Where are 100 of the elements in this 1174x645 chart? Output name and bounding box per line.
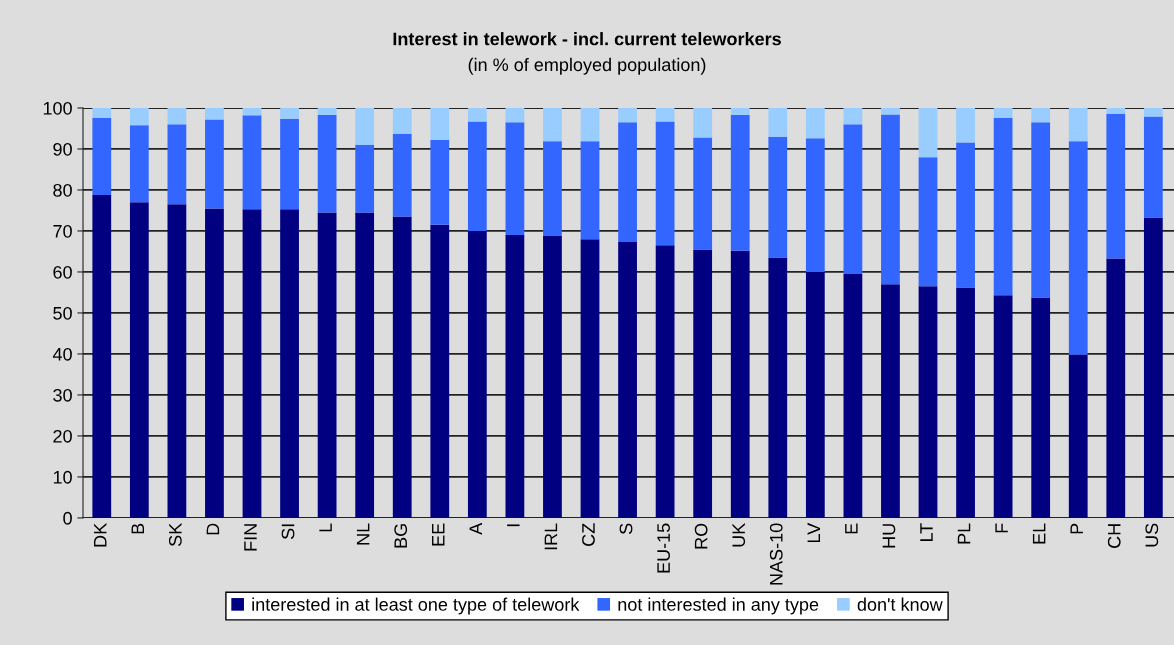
bar	[956, 107, 975, 143]
y-tick-label: 20	[53, 429, 72, 443]
bar	[918, 157, 938, 287]
bar	[205, 119, 224, 209]
x-tick-label: I	[507, 524, 520, 527]
bar	[1106, 258, 1126, 518]
x-tick-label: UK	[732, 523, 746, 547]
bar	[1031, 107, 1051, 123]
y-tick-label: 0	[63, 511, 72, 525]
bar	[693, 107, 713, 138]
x-tick-label: HU	[882, 524, 896, 548]
y-tick-label: 60	[53, 265, 72, 279]
bar	[768, 257, 788, 518]
bar	[92, 194, 112, 518]
bar	[167, 107, 187, 125]
bar	[1031, 297, 1051, 518]
bar	[768, 136, 788, 258]
bar	[242, 115, 262, 210]
bar	[280, 209, 299, 518]
x-tick-label: S	[619, 523, 633, 535]
x-tick-label: BG	[394, 524, 408, 548]
x-tick-label: D	[206, 523, 220, 535]
x-tick-label: LT	[920, 523, 933, 542]
bar	[956, 287, 975, 518]
bar	[430, 224, 450, 518]
chart-subtitle: (in % of employed population)	[468, 57, 706, 75]
bar	[956, 142, 975, 288]
bar	[280, 118, 299, 210]
bar	[205, 208, 224, 518]
bar	[242, 209, 262, 518]
bar	[730, 250, 750, 518]
bar	[505, 235, 525, 518]
bar	[317, 114, 337, 213]
legend-label: don't know	[857, 597, 943, 611]
bar	[92, 107, 112, 118]
bar	[618, 107, 637, 123]
x-tick-label: LV	[807, 522, 821, 543]
bar	[993, 295, 1013, 518]
x-tick-label: L	[319, 523, 332, 532]
bar	[317, 212, 337, 518]
y-tick-label: 90	[53, 142, 72, 156]
bar	[205, 107, 224, 120]
bar	[543, 107, 562, 142]
x-tick-label: A	[469, 522, 483, 535]
bar	[1068, 141, 1088, 355]
bar	[392, 107, 412, 134]
bar	[580, 107, 600, 142]
bar	[618, 122, 637, 243]
bar	[655, 121, 675, 246]
legend-label: not interested in any type	[618, 597, 819, 615]
x-tick-label: DK	[94, 523, 107, 547]
bar	[129, 202, 149, 518]
bar	[843, 274, 863, 518]
bar	[730, 114, 750, 251]
x-tick-label: B	[131, 523, 144, 534]
x-tick-label: P	[1070, 523, 1083, 534]
x-tick-label: RO	[694, 523, 708, 549]
x-tick-label: SI	[281, 524, 295, 540]
x-tick-label: E	[845, 523, 858, 534]
bar	[355, 212, 375, 518]
bar	[730, 107, 750, 115]
bar	[805, 138, 825, 272]
x-tick-label: EL	[1032, 523, 1046, 544]
bar	[881, 284, 900, 518]
bar	[167, 124, 187, 205]
x-tick-label: FIN	[244, 524, 257, 551]
bar	[392, 216, 412, 518]
x-tick-label: SK	[168, 523, 182, 547]
bar	[92, 117, 112, 195]
bar	[1031, 122, 1051, 298]
bar	[918, 107, 938, 158]
bar	[467, 230, 487, 518]
x-tick-label: NAS-10	[769, 523, 783, 585]
bar	[993, 107, 1013, 118]
bar	[430, 139, 450, 225]
bar	[280, 107, 299, 119]
bar	[1068, 354, 1088, 518]
bar	[392, 133, 412, 217]
bar	[355, 107, 375, 145]
y-tick-label: 40	[52, 347, 72, 361]
bar	[1106, 107, 1126, 114]
bar	[467, 121, 487, 231]
bar	[580, 141, 600, 240]
x-tick-label: US	[1145, 523, 1159, 547]
y-tick-label: 30	[53, 388, 72, 402]
bar	[655, 245, 675, 518]
bar	[1106, 113, 1126, 259]
bar	[167, 204, 187, 518]
bar	[355, 144, 375, 213]
bar	[430, 107, 450, 140]
bar	[918, 286, 938, 518]
x-tick-label: IRL	[544, 523, 558, 550]
bar	[881, 114, 900, 285]
bar	[129, 125, 149, 203]
bar	[505, 107, 525, 123]
bar	[1143, 116, 1163, 218]
bar	[317, 107, 337, 115]
bar	[768, 107, 788, 137]
bar	[242, 107, 262, 116]
x-tick-label: NL	[356, 523, 370, 545]
